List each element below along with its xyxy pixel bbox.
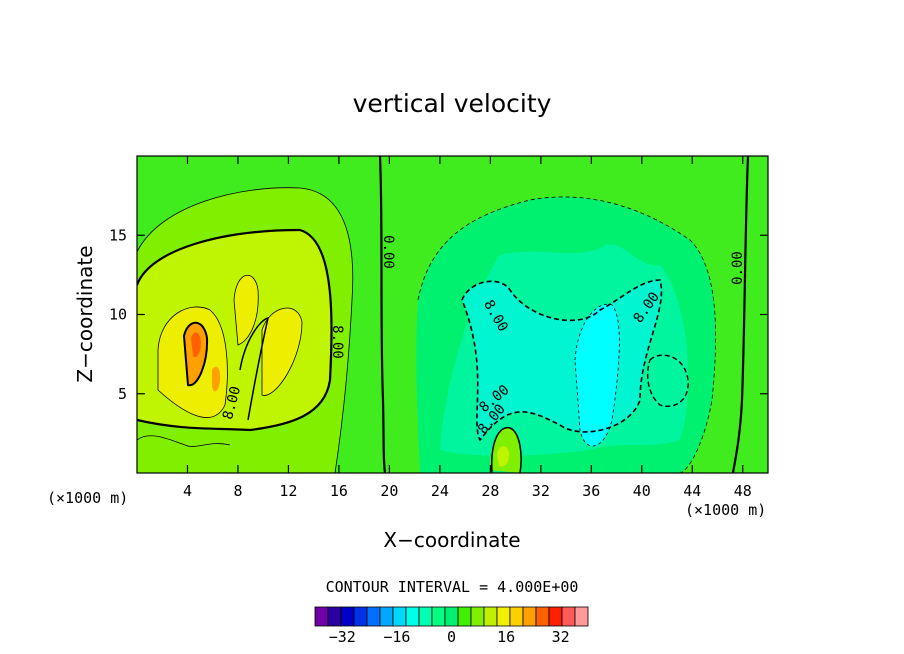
- x-tick-label: 16: [330, 482, 348, 500]
- colorbar-ticks: −32 −16 0 16 32: [329, 628, 570, 646]
- chart-title: vertical velocity: [353, 89, 552, 118]
- contour-interval-label: CONTOUR INTERVAL = 4.000E+00: [326, 578, 579, 596]
- colorbar-swatch: [522, 606, 537, 627]
- x-units-left: (×1000 m): [47, 489, 128, 507]
- colorbar-swatch: [418, 606, 433, 627]
- colorbar-swatch: [470, 606, 485, 627]
- contour-label-zero-right: 0.00: [730, 251, 746, 285]
- x-tick-label: 28: [481, 482, 499, 500]
- colorbar-swatch: [574, 606, 589, 627]
- y-tick-label: 5: [118, 385, 127, 403]
- colorbar-swatch: [548, 606, 563, 627]
- colorbar-swatch: [535, 606, 550, 627]
- y-axis: 5 10 15: [109, 226, 768, 403]
- colorbar-tick-label: −16: [383, 628, 410, 646]
- colorbar-swatch: [431, 606, 446, 627]
- updraft-fill-small: [212, 366, 221, 392]
- colorbar-tick-label: 0: [447, 628, 456, 646]
- downdraft-fill-level-4: [575, 304, 620, 447]
- colorbar-swatch: [561, 606, 576, 627]
- contour-lines: [137, 156, 750, 473]
- colorbar-swatch: [496, 606, 511, 627]
- x-tick-label: 48: [734, 482, 752, 500]
- colorbar-tick-label: 32: [552, 628, 570, 646]
- colorbar-swatch: [392, 606, 407, 627]
- x-axis-title: X−coordinate: [383, 528, 520, 552]
- contour-label-eight-a: 8.00: [329, 325, 345, 359]
- updraft-fill-level-3b: [234, 275, 259, 345]
- colorbar-swatch: [457, 606, 472, 627]
- colorbar-swatch: [509, 606, 524, 627]
- colorbar-tick-label: −32: [329, 628, 356, 646]
- colorbar-swatch: [444, 606, 459, 627]
- x-tick-label: 24: [431, 482, 449, 500]
- x-units-right: (×1000 m): [685, 501, 766, 519]
- x-axis: 4 8 12 16 20 24 28 32 36 40 44 48: [183, 156, 752, 500]
- x-tick-label: 20: [380, 482, 398, 500]
- colorbar-swatch: [405, 606, 420, 627]
- colorbar: [314, 606, 589, 627]
- colorbar-swatch: [340, 606, 355, 627]
- colorbar-swatch: [366, 606, 381, 627]
- colorbar-swatch: [327, 606, 342, 627]
- colorbar-swatch: [314, 606, 329, 627]
- x-tick-label: 40: [633, 482, 651, 500]
- contour-label-zero-left: 0.00: [380, 235, 396, 269]
- x-tick-label: 44: [683, 482, 701, 500]
- updraft-fill-level-3c: [262, 308, 302, 396]
- x-tick-label: 8: [233, 482, 242, 500]
- x-tick-label: 12: [279, 482, 297, 500]
- colorbar-swatch: [353, 606, 368, 627]
- colorbar-swatch: [483, 606, 498, 627]
- x-tick-label: 4: [183, 482, 192, 500]
- x-tick-label: 36: [582, 482, 600, 500]
- colorbar-tick-label: 16: [497, 628, 515, 646]
- updraft-fill-level-5: [191, 332, 201, 358]
- x-tick-label: 32: [532, 482, 550, 500]
- colorbar-swatch: [379, 606, 394, 627]
- updraft-fill-low-core: [497, 446, 510, 467]
- y-axis-title: Z−coordinate: [73, 245, 97, 382]
- contour-field: 0.00 0.00 8.00 8.00 8.00 8.00 8.00 8.00: [137, 156, 768, 473]
- y-tick-label: 10: [109, 306, 127, 324]
- y-tick-label: 15: [109, 226, 127, 244]
